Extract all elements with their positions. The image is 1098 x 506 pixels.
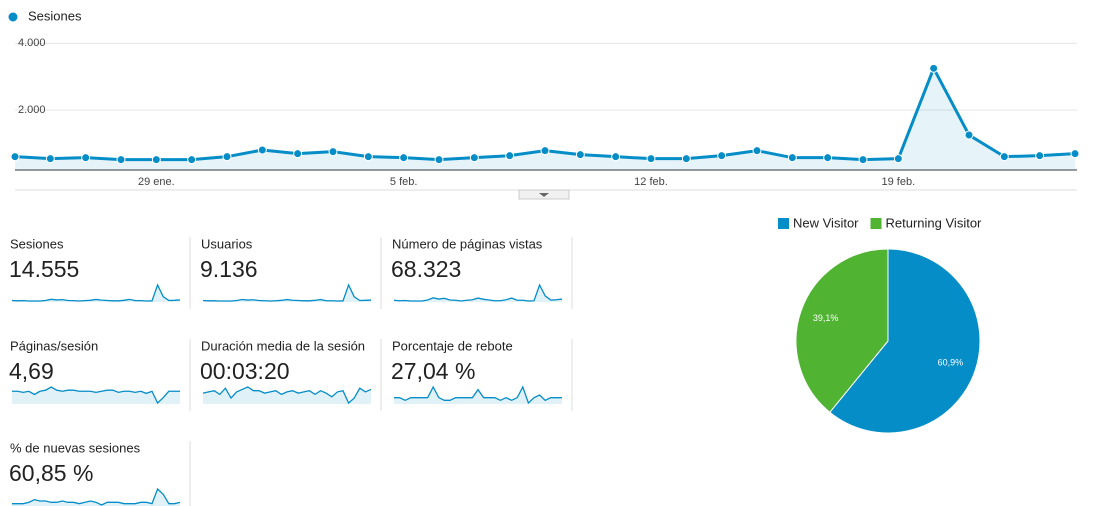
sparkline bbox=[394, 385, 562, 405]
point bbox=[787, 153, 797, 163]
y-tick-label: 4.000 bbox=[18, 37, 46, 49]
legend-swatch bbox=[778, 218, 789, 229]
point bbox=[151, 155, 161, 165]
point bbox=[10, 152, 20, 162]
x-tick-label: 12 feb. bbox=[634, 176, 668, 188]
point bbox=[187, 155, 197, 165]
point bbox=[717, 151, 727, 161]
point bbox=[469, 153, 479, 163]
point bbox=[1035, 151, 1045, 161]
point bbox=[505, 151, 515, 161]
sparkline-area bbox=[12, 285, 180, 302]
metric-value: 60,85 % bbox=[9, 460, 93, 486]
point bbox=[434, 155, 444, 165]
metric-label: Páginas/sesión bbox=[10, 338, 98, 353]
sparkline bbox=[202, 386, 372, 405]
slice-label: 60,9% bbox=[938, 358, 964, 368]
point bbox=[116, 155, 126, 165]
slice-label: 39,1% bbox=[813, 313, 839, 323]
metric-value: 14.555 bbox=[9, 256, 79, 282]
metric-label: % de nuevas sesiones bbox=[10, 440, 141, 455]
pie-slice bbox=[829, 248, 981, 434]
collapse-icon bbox=[539, 193, 549, 197]
sparkline bbox=[393, 283, 563, 302]
point bbox=[964, 130, 974, 140]
sparkline bbox=[11, 283, 181, 302]
point bbox=[1070, 149, 1080, 159]
point bbox=[999, 152, 1009, 162]
point bbox=[823, 153, 833, 163]
metric-value: 27,04 % bbox=[391, 358, 475, 384]
point bbox=[45, 154, 55, 164]
sparkline-area bbox=[203, 387, 371, 404]
point bbox=[893, 154, 903, 164]
x-tick-label: 5 feb. bbox=[390, 176, 418, 188]
point bbox=[575, 150, 585, 160]
sparkline bbox=[202, 283, 372, 302]
metric-value: 68.323 bbox=[391, 256, 461, 282]
metric-label: Porcentaje de rebote bbox=[392, 338, 513, 353]
legend-swatch bbox=[870, 218, 882, 229]
point bbox=[929, 63, 939, 73]
point bbox=[328, 147, 338, 157]
x-tick-label: 29 ene. bbox=[138, 176, 175, 188]
point bbox=[646, 154, 656, 164]
metric-value: 9.136 bbox=[200, 256, 258, 282]
metric-value: 00:03:20 bbox=[200, 358, 290, 384]
point bbox=[222, 152, 232, 162]
metric-label: Duración media de la sesión bbox=[201, 338, 365, 353]
point bbox=[257, 145, 267, 155]
sparkline-area bbox=[394, 387, 562, 404]
legend-label: Returning Visitor bbox=[886, 215, 983, 230]
point bbox=[293, 149, 303, 159]
metric-label: Sesiones bbox=[10, 236, 64, 251]
metric-label: Número de páginas vistas bbox=[392, 236, 543, 251]
y-tick-label: 2.000 bbox=[18, 104, 46, 116]
point bbox=[363, 152, 373, 162]
point bbox=[681, 154, 691, 164]
legend-dot bbox=[8, 12, 18, 22]
sparkline bbox=[12, 487, 181, 506]
legend-label: Sesiones bbox=[28, 8, 82, 23]
sparkline bbox=[12, 386, 180, 405]
sparkline-area bbox=[203, 285, 371, 302]
legend-label: New Visitor bbox=[793, 215, 859, 230]
point bbox=[752, 146, 762, 156]
metric-label: Usuarios bbox=[201, 236, 253, 251]
x-tick-label: 19 feb. bbox=[882, 176, 916, 188]
point bbox=[540, 146, 550, 156]
sparkline-area bbox=[12, 387, 180, 404]
pie-slice bbox=[795, 248, 889, 413]
point bbox=[858, 155, 868, 165]
metric-value: 4,69 bbox=[9, 358, 54, 384]
point bbox=[81, 153, 91, 163]
point bbox=[611, 152, 621, 162]
point bbox=[399, 153, 409, 163]
